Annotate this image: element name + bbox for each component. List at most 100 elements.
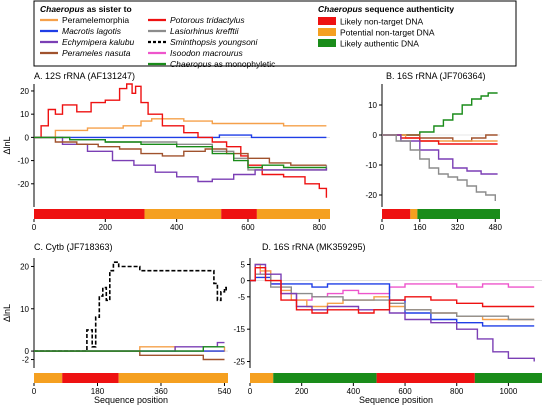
- authenticity-segment: [250, 373, 274, 383]
- x-tick-label: 200: [99, 223, 113, 232]
- legend-label: Echymipera kalubu: [62, 37, 135, 47]
- authenticity-segment: [382, 209, 411, 219]
- y-tick-label: 10: [20, 110, 29, 119]
- series-line: [34, 136, 327, 166]
- legend-item: Potorous tridactylus: [148, 15, 245, 25]
- panel-b-16s-rrna: B. 16S rRNA (JF706364) 10 0 -10 -20 0 160 320 48…: [365, 71, 502, 232]
- legend-label: Sminthopsis youngsoni: [170, 37, 259, 47]
- y-tick-label: -2: [22, 356, 30, 365]
- panel-a-12s-rrna: A. 12S rRNA (AF131247) 20 10 0 -10 -20 ΔlnL 0 20…: [2, 71, 330, 232]
- y-axis-label: ΔlnL: [2, 304, 12, 322]
- y-tick-label: 20: [20, 87, 29, 96]
- x-tick-label: 400: [347, 387, 361, 396]
- series-line: [382, 134, 496, 201]
- legend-authenticity-item: Likely authentic DNA: [318, 39, 419, 49]
- y-tick-label: 5: [241, 260, 246, 269]
- legend-item: Sminthopsis youngsoni: [148, 37, 259, 47]
- x-tick-label: 0: [32, 223, 37, 232]
- authenticity-segment: [62, 373, 119, 383]
- legend-right-heading: Chaeropus sequence authenticity: [318, 4, 454, 14]
- authenticity-segment: [417, 209, 500, 219]
- series-line: [382, 134, 498, 142]
- x-axis-label: Sequence position: [94, 395, 168, 405]
- authenticity-segment: [273, 373, 377, 383]
- y-tick-label: 0: [25, 347, 30, 356]
- legend-label: Peramelemorphia: [62, 15, 129, 25]
- legend-swatch-box: [318, 17, 336, 25]
- y-tick-label: -20: [17, 180, 29, 189]
- series-line: [34, 350, 225, 361]
- x-tick-label: 0: [380, 223, 385, 232]
- series-line: [250, 267, 535, 314]
- x-tick-label: 600: [398, 387, 412, 396]
- legend-item: Perameles nasuta: [40, 48, 131, 58]
- x-tick-label: 480: [489, 223, 503, 232]
- x-tick-label: 360: [154, 387, 168, 396]
- series-line: [250, 276, 535, 327]
- legend-swatch-box: [318, 28, 336, 36]
- legend-authenticity-item: Potential non-target DNA: [318, 28, 435, 38]
- legend-item: Echymipera kalubu: [40, 37, 135, 47]
- series-line: [34, 134, 327, 139]
- legend-label: Likely non-target DNA: [340, 17, 423, 27]
- y-tick-label: -20: [365, 191, 377, 200]
- x-tick-label: 400: [170, 223, 184, 232]
- legend-label: Lasiorhinus krefftii: [170, 26, 240, 36]
- legend-label: Isoodon macrourus: [170, 48, 244, 58]
- legend-label: Chaeropus as monophyletic: [170, 59, 276, 69]
- series-line: [250, 273, 535, 321]
- y-axis-label: ΔlnL: [2, 136, 12, 154]
- y-tick-label: -10: [365, 161, 377, 170]
- legend-item: Chaeropus as monophyletic: [148, 59, 276, 69]
- legend-authenticity-item: Likely non-target DNA: [318, 17, 423, 27]
- series-line: [34, 346, 225, 352]
- y-tick-label: 0: [373, 131, 378, 140]
- authenticity-segment: [221, 209, 257, 219]
- y-tick-label: -25: [233, 358, 245, 367]
- legend-swatch-box: [318, 39, 336, 47]
- series-line: [34, 118, 327, 139]
- x-tick-label: 0: [32, 387, 37, 396]
- series-line: [34, 83, 328, 198]
- legend-label: Perameles nasuta: [62, 48, 131, 58]
- series-line: [34, 341, 225, 352]
- authenticity-segment: [34, 373, 63, 383]
- authenticity-segment: [474, 373, 542, 383]
- authenticity-segment: [376, 373, 475, 383]
- authenticity-segment: [118, 373, 228, 383]
- y-tick-label: 10: [368, 101, 377, 110]
- panel-title: A. 12S rRNA (AF131247): [34, 71, 135, 81]
- x-tick-label: 160: [413, 223, 427, 232]
- legend-item: Macrotis lagotis: [40, 26, 122, 36]
- y-tick-label: 10: [20, 305, 29, 314]
- x-tick-label: 800: [450, 387, 464, 396]
- x-tick-label: 1000: [500, 387, 518, 396]
- y-tick-label: -10: [17, 157, 29, 166]
- authenticity-segment: [410, 209, 418, 219]
- panel-title: B. 16S rRNA (JF706364): [386, 71, 486, 81]
- legend-left-heading: Chaeropus as sister to: [40, 4, 132, 14]
- series-line: [250, 263, 535, 362]
- series-line: [34, 136, 328, 183]
- authenticity-segment: [144, 209, 222, 219]
- authenticity-segment: [34, 209, 145, 219]
- legend-label: Likely authentic DNA: [340, 39, 419, 49]
- x-tick-label: 540: [218, 387, 232, 396]
- legend-item: Lasiorhinus krefftii: [148, 26, 240, 36]
- x-tick-label: 200: [295, 387, 309, 396]
- y-tick-label: 0: [241, 277, 246, 286]
- x-tick-label: 180: [91, 387, 105, 396]
- x-tick-label: 320: [451, 223, 465, 232]
- y-tick-label: 20: [20, 262, 29, 271]
- panel-title: C. Cytb (JF718363): [34, 242, 113, 252]
- legend-label: Macrotis lagotis: [62, 26, 122, 36]
- legend: Chaeropus as sister to Chaeropus sequenc…: [33, 0, 517, 69]
- panel-title: D. 16S rRNA (MK359295): [262, 242, 366, 252]
- panel-d-16s-rrna: D. 16S rRNA (MK359295) 5 0 -5 -15 -25 0 200 400 6…: [233, 242, 542, 405]
- x-tick-label: 0: [248, 387, 253, 396]
- y-tick-label: -5: [238, 293, 246, 302]
- series-line: [250, 263, 535, 321]
- series-line: [382, 134, 498, 145]
